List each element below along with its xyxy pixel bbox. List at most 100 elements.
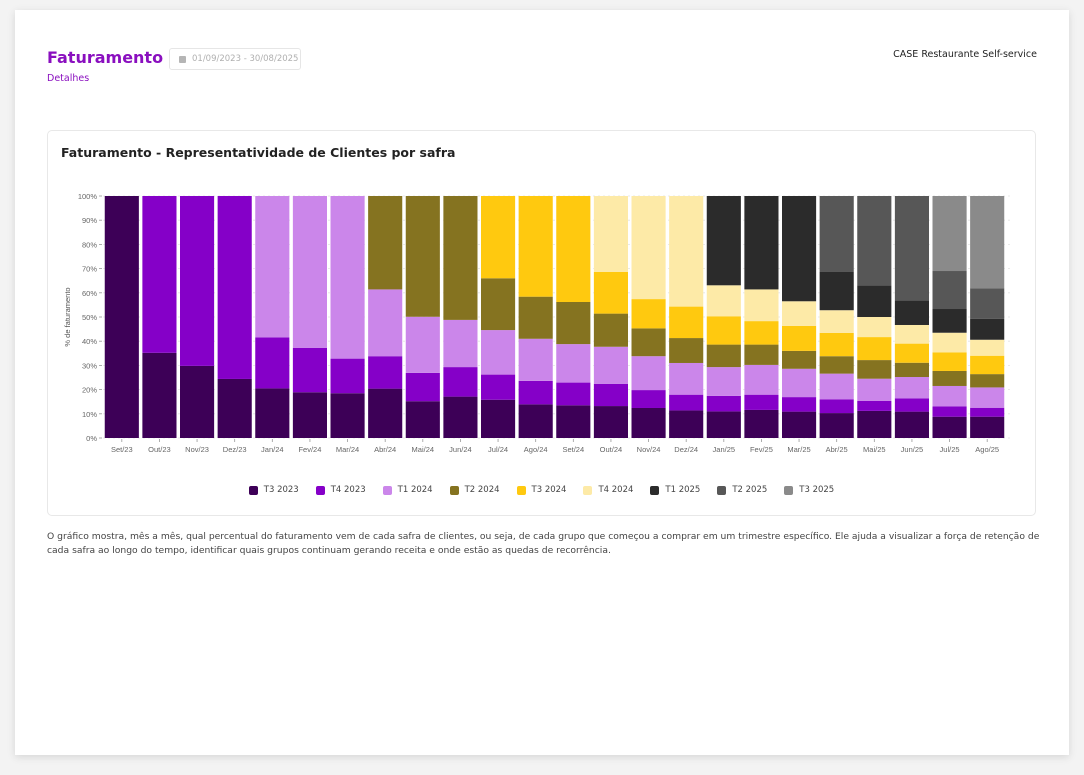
x-tick-label: Dez/23 xyxy=(223,445,247,454)
legend-swatch xyxy=(650,485,660,495)
y-tick-label: 90% xyxy=(82,216,97,225)
bar-segment xyxy=(932,332,967,353)
bar-segment xyxy=(706,196,741,286)
chart-title: Faturamento - Representatividade de Clie… xyxy=(61,145,456,160)
y-tick-label: 30% xyxy=(82,361,97,370)
legend-item[interactable]: T2 2024 xyxy=(449,485,500,495)
legend-item[interactable]: T3 2025 xyxy=(784,485,834,495)
bar-segment xyxy=(706,395,741,412)
bar-segment xyxy=(744,409,779,438)
bar-segment xyxy=(180,365,215,438)
bar-segment xyxy=(894,300,929,325)
x-tick-label: Jan/24 xyxy=(261,445,284,454)
date-range-picker[interactable]: 01/09/2023 - 30/08/2025 xyxy=(169,48,301,70)
details-link[interactable]: Detalhes xyxy=(47,73,90,84)
bar-segment xyxy=(405,196,440,317)
bar-segment xyxy=(556,301,591,345)
bar-segment xyxy=(857,317,892,338)
y-tick-label: 70% xyxy=(82,265,97,274)
bar-segment xyxy=(857,337,892,361)
bar-segment xyxy=(970,196,1005,289)
bar-segment xyxy=(443,196,478,320)
bar-segment xyxy=(669,196,704,307)
x-tick-label: Nov/23 xyxy=(185,445,209,454)
x-tick-label: Abr/24 xyxy=(374,445,396,454)
legend-item[interactable]: T1 2025 xyxy=(650,485,700,495)
legend-swatch xyxy=(516,485,526,495)
legend-swatch xyxy=(449,485,459,495)
bar-segment xyxy=(894,411,929,438)
bar-segment xyxy=(443,367,478,397)
bar-segment xyxy=(330,196,365,359)
x-tick-label: Jun/25 xyxy=(901,445,924,454)
bar-segment xyxy=(443,396,478,438)
legend-item[interactable]: T3 2023 xyxy=(248,485,299,495)
bar-segment xyxy=(819,332,854,357)
bar-segment xyxy=(932,370,967,386)
date-range-value: 01/09/2023 - 30/08/2025 xyxy=(192,54,299,64)
y-axis-label: % de faturamento xyxy=(63,287,72,346)
bar-segment xyxy=(782,368,817,398)
bar-segment xyxy=(706,344,741,368)
bar-segment xyxy=(518,296,553,339)
bar-segment xyxy=(744,394,779,410)
bar-segment xyxy=(368,196,403,290)
bar-segment xyxy=(142,352,177,438)
page-title: Faturamento xyxy=(47,48,164,67)
x-tick-label: Set/23 xyxy=(111,445,133,454)
bar-segment xyxy=(593,346,628,384)
bar-segment xyxy=(819,373,854,400)
bar-segment xyxy=(255,388,290,438)
bar-segment xyxy=(217,378,252,438)
bar-segment xyxy=(631,196,666,300)
y-tick-label: 100% xyxy=(78,192,98,201)
bar-segment xyxy=(857,378,892,401)
bar-segment xyxy=(894,362,929,378)
bar-segment xyxy=(894,324,929,344)
bar-segment xyxy=(255,196,290,338)
bar-segment xyxy=(819,399,854,414)
bar-segment xyxy=(857,285,892,317)
bar-segment xyxy=(970,374,1005,388)
bar-segment xyxy=(744,364,779,395)
bar-segment xyxy=(894,377,929,399)
legend-item[interactable]: T4 2024 xyxy=(583,485,633,495)
bar-segment xyxy=(669,362,704,395)
x-tick-label: Fev/25 xyxy=(750,445,773,454)
bar-segment xyxy=(556,344,591,383)
x-tick-label: Abr/25 xyxy=(826,445,848,454)
bar-segment xyxy=(631,299,666,329)
x-tick-label: Jan/25 xyxy=(713,445,736,454)
bar-segment xyxy=(405,372,440,402)
bar-segment xyxy=(330,393,365,438)
bar-segment xyxy=(142,196,177,353)
x-tick-label: Out/23 xyxy=(148,445,171,454)
bar-segment xyxy=(706,411,741,438)
bar-segment xyxy=(932,416,967,438)
bar-segment xyxy=(970,355,1005,375)
y-tick-label: 50% xyxy=(82,313,97,322)
bar-segment xyxy=(292,392,327,438)
bar-segment xyxy=(970,318,1005,340)
bar-segment xyxy=(481,330,516,375)
bar-segment xyxy=(593,313,628,347)
legend-item[interactable]: T4 2023 xyxy=(315,485,366,495)
legend-item[interactable]: T1 2024 xyxy=(382,485,433,495)
bar-segment xyxy=(368,356,403,389)
bar-segment xyxy=(970,407,1005,417)
legend-label: T3 2025 xyxy=(799,485,835,495)
bar-segment xyxy=(894,398,929,412)
x-tick-label: Jul/25 xyxy=(940,445,960,454)
legend-item[interactable]: T3 2024 xyxy=(516,485,566,495)
x-tick-label: Jun/24 xyxy=(449,445,472,454)
legend-swatch xyxy=(248,485,258,495)
legend-label: T2 2025 xyxy=(732,485,768,495)
bar-segment xyxy=(970,288,1005,319)
bar-segment xyxy=(556,196,591,302)
legend-item[interactable]: T2 2025 xyxy=(717,485,767,495)
bar-segment xyxy=(593,406,628,438)
bar-segment xyxy=(706,367,741,396)
calendar-icon xyxy=(179,55,186,63)
bar-segment xyxy=(819,356,854,374)
bar-segment xyxy=(857,196,892,286)
